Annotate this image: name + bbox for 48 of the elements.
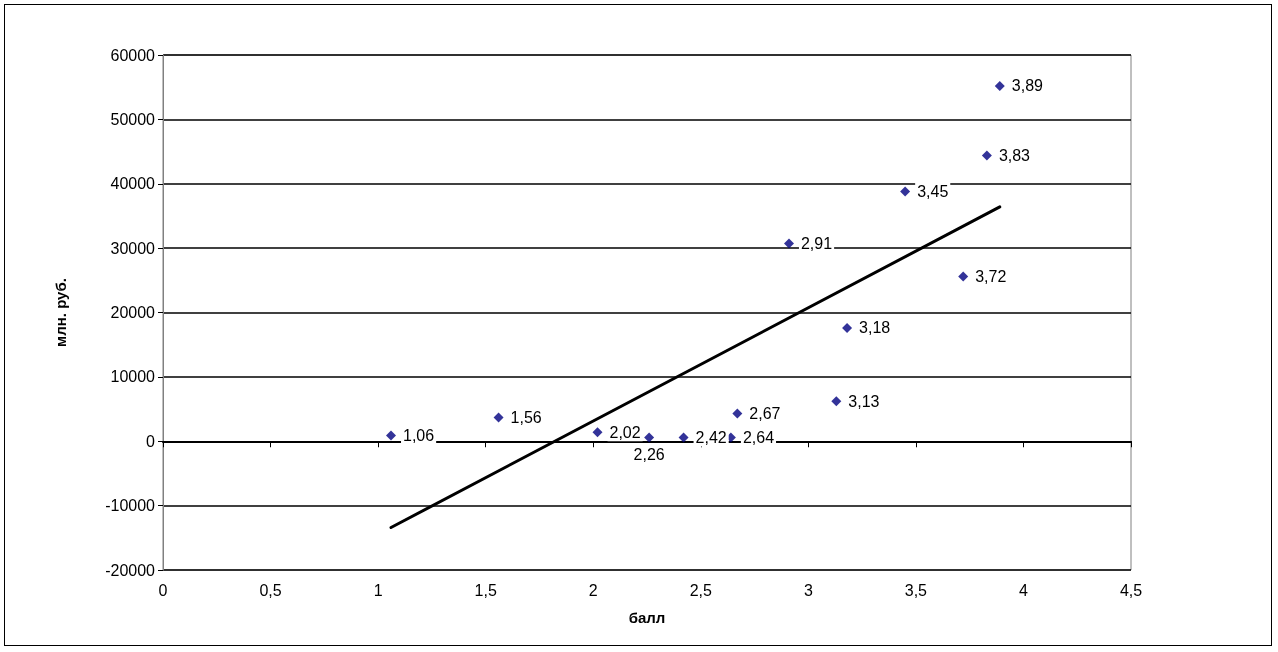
x-tick-label: 3,5 bbox=[904, 581, 928, 599]
point bbox=[994, 80, 1005, 91]
annotation: 3,83 bbox=[998, 146, 1031, 164]
x-tick-label: 1,5 bbox=[474, 581, 497, 599]
point bbox=[644, 432, 655, 443]
point bbox=[958, 271, 969, 282]
x-axis-title: балл bbox=[628, 609, 666, 626]
annotation: 3,18 bbox=[859, 319, 891, 337]
y-tick-label: 60000 bbox=[110, 46, 156, 64]
annotation: 3,72 bbox=[975, 267, 1007, 285]
annotation: 2,64 bbox=[742, 428, 775, 446]
y-tick-label: 30000 bbox=[110, 239, 156, 257]
annotation: 2,91 bbox=[800, 235, 833, 253]
y-tick-label: 10000 bbox=[110, 368, 156, 386]
point bbox=[831, 396, 842, 407]
point bbox=[386, 430, 397, 441]
y-axis-title: млн. руб. bbox=[52, 278, 69, 347]
y-tick-label: 0 bbox=[146, 432, 156, 450]
annotation: 2,42 bbox=[695, 428, 727, 446]
annotation: 2,67 bbox=[749, 405, 781, 423]
point bbox=[592, 427, 603, 438]
y-tick-label: 50000 bbox=[110, 110, 156, 128]
point bbox=[900, 186, 911, 197]
annotation: 3,13 bbox=[848, 392, 880, 410]
x-tick-label: 4 bbox=[1018, 581, 1028, 599]
point bbox=[981, 150, 992, 161]
point bbox=[493, 412, 504, 423]
annotation: 2,02 bbox=[609, 423, 641, 441]
x-tick-label: 1 bbox=[373, 581, 383, 599]
x-tick-label: 3 bbox=[803, 581, 813, 599]
point bbox=[732, 408, 743, 419]
point bbox=[678, 432, 689, 443]
annotation: 2,26 bbox=[633, 445, 665, 463]
y-tick-label: 20000 bbox=[110, 304, 156, 321]
annotation: 3,89 bbox=[1011, 77, 1044, 95]
x-tick-label: 2,5 bbox=[689, 581, 712, 599]
annotation: 1,56 bbox=[510, 408, 542, 426]
x-tick-label: 2 bbox=[588, 581, 598, 599]
point bbox=[783, 238, 794, 249]
point bbox=[842, 322, 853, 333]
x-tick-label: 0,5 bbox=[259, 581, 282, 599]
y-tick-label: -10000 bbox=[105, 497, 156, 515]
annotation: 1,06 bbox=[403, 426, 435, 444]
y-tick-label: 40000 bbox=[110, 175, 156, 193]
x-tick-label: 0 bbox=[158, 581, 168, 599]
y-tick-label: -20000 bbox=[105, 561, 156, 579]
annotation: 3,45 bbox=[917, 182, 949, 200]
x-tick-label: 4,5 bbox=[1119, 581, 1143, 599]
